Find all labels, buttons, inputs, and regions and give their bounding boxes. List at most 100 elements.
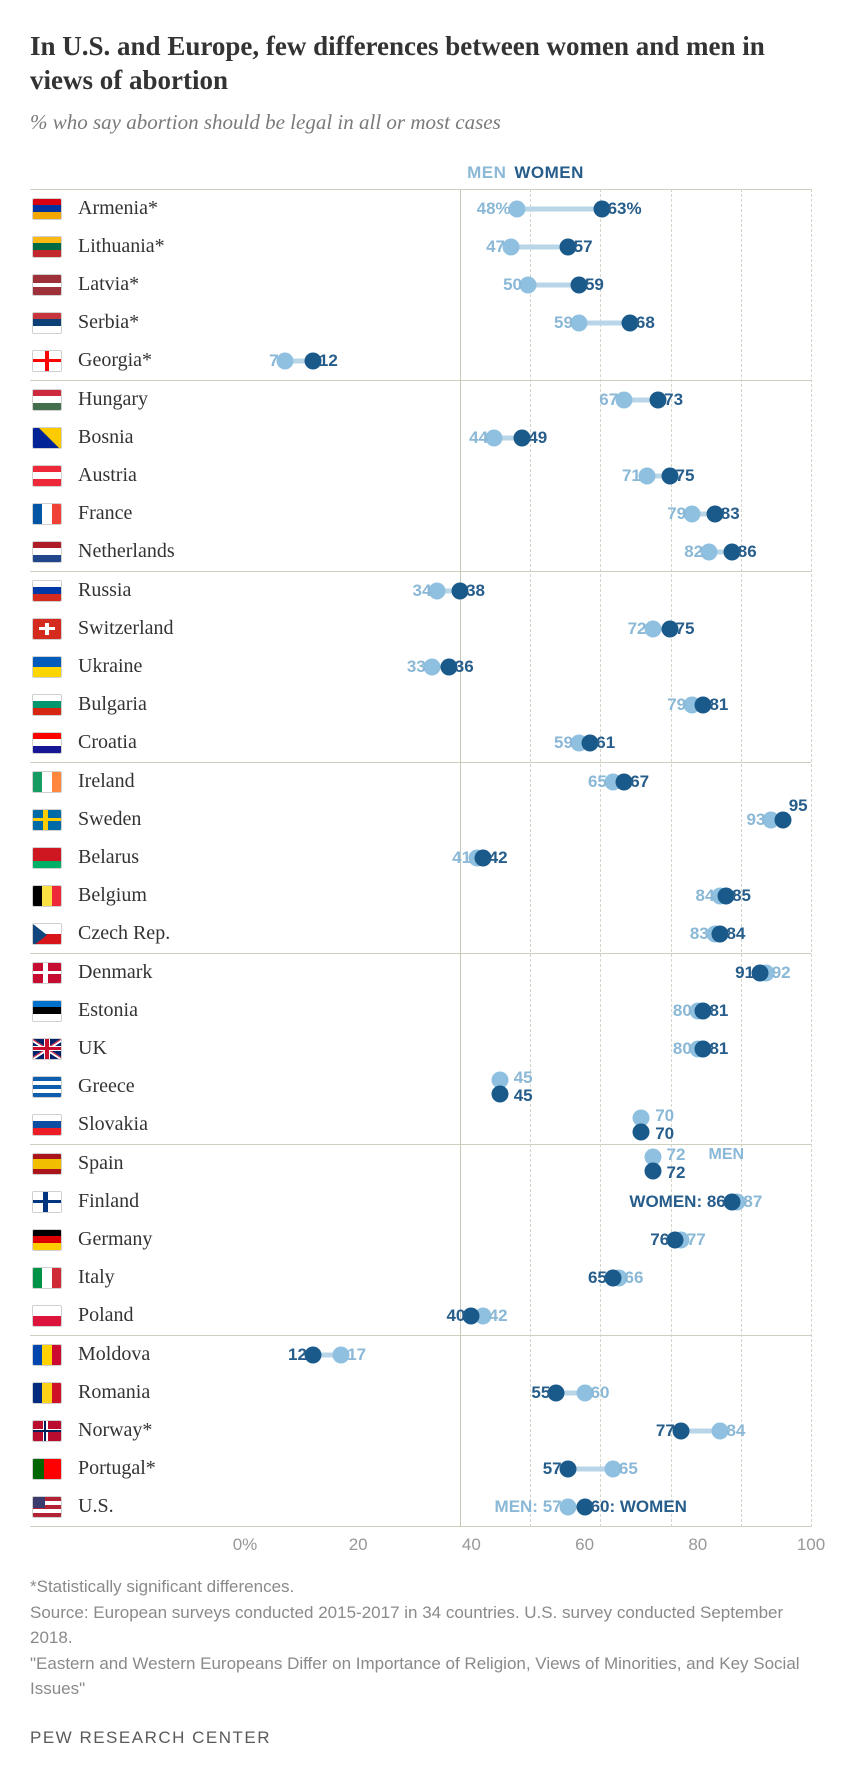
women-value: 83 [715,504,740,524]
flag-icon [32,541,62,563]
connector-bar [517,206,602,211]
chart-group: Moldova1217Romania5560Norway*7784Portuga… [30,1335,811,1527]
chart-row: Greece4545 [30,1068,811,1106]
flag-icon [32,618,62,640]
flag-icon [32,923,62,945]
chart-row: U.S.MEN: 5760: WOMEN [30,1488,811,1526]
footnote-source: Source: European surveys conducted 2015-… [30,1601,811,1650]
flag-icon [32,1229,62,1251]
women-value: 81 [703,1039,728,1059]
chart-row: Norway* 77 84 [30,1412,811,1450]
women-value: 68 [630,313,655,333]
plot-cell: 6566 [245,1259,811,1297]
country-label: Serbia* [78,311,245,334]
chart-row: Austria7175 [30,457,811,495]
women-value: 55 [531,1383,556,1403]
women-value: 84 [720,924,745,944]
legend-men: MEN [467,163,506,183]
men-value: 84 [696,886,721,906]
chart-row: Georgia*712 [30,342,811,380]
flag-icon [32,1496,62,1518]
flag-icon [32,1114,62,1136]
women-value: 81 [703,695,728,715]
chart-row: Germany7677 [30,1221,811,1259]
plot-cell: 5961 [245,724,811,762]
women-value: 75 [670,619,695,639]
chart-row: Ireland6567 [30,763,811,801]
women-value: 36 [449,657,474,677]
flag-icon [32,198,62,220]
flag-icon [32,1420,62,1442]
plot-cell: 4545 [245,1068,811,1106]
women-value: 72 [667,1163,686,1183]
chart-row: Portugal*5765 [30,1450,811,1488]
flag-icon [32,809,62,831]
women-value: 38 [460,581,485,601]
women-value: 67 [624,772,649,792]
country-label: Czech Rep. [78,922,245,945]
footnote-report: "Eastern and Western Europeans Differ on… [30,1652,811,1701]
flag-icon [32,1076,62,1098]
axis-tick: 80 [688,1535,707,1555]
plot-cell: 9395 [245,801,811,839]
country-label: Switzerland [78,617,245,640]
plot-cell: 5059 [245,266,811,304]
chart-group: Russia3438Switzerland7275Ukraine3336Bulg… [30,571,811,762]
women-dot [491,1085,508,1102]
chart-group: Hungary6773Bosnia4449Austria7175France79… [30,380,811,571]
chart-row: Croatia5961 [30,724,811,762]
country-label: Norway* [78,1419,245,1442]
men-value: 72 [667,1145,686,1165]
flag-icon [32,427,62,449]
women-value: 59 [579,275,604,295]
plot-cell: 4142 [245,839,811,877]
plot-cell: 6567 [245,763,811,801]
men-value: 71 [622,466,647,486]
women-value: 85 [726,886,751,906]
women-dot [633,1123,650,1140]
country-label: Latvia* [78,273,245,296]
country-label: Spain [78,1152,245,1175]
plot-cell: 4449 [245,419,811,457]
chart-row: Sweden9395 [30,801,811,839]
men-value: 42 [483,1306,508,1326]
men-value: 93 [746,810,771,830]
country-label: Croatia [78,731,245,754]
men-value: 44 [469,428,494,448]
men-value: 82 [684,542,709,562]
men-value: 60 [585,1383,610,1403]
men-value: 59 [554,313,579,333]
women-value: 65 [588,1268,613,1288]
country-label: Austria [78,464,245,487]
chart-row: Switzerland7275 [30,610,811,648]
country-label: Italy [78,1266,245,1289]
plot-cell: 34 38 [245,572,811,610]
men-value: 92 [766,963,791,983]
plot-cell: 5765 [245,1450,811,1488]
plot-cell: 8286 [245,533,811,571]
women-value: 77 [656,1421,681,1441]
plot-cell: 4757 [245,228,811,266]
country-label: Romania [78,1381,245,1404]
plot-cell: 712 [245,342,811,380]
plot-cell: MEN: 5760: WOMEN [245,1488,811,1526]
flag-icon [32,1038,62,1060]
country-label: Ukraine [78,655,245,678]
country-label: France [78,502,245,525]
chart-row: Belarus4142 [30,839,811,877]
chart-row: Lithuania*4757 [30,228,811,266]
men-value: 67 [599,390,624,410]
country-label: Netherlands [78,540,245,563]
women-value: 12 [288,1345,313,1365]
flag-icon [32,656,62,678]
chart-subtitle: % who say abortion should be legal in al… [30,110,811,135]
plot-cell: 55 60 [245,1374,811,1412]
men-value: 87 [737,1192,762,1212]
plot-cell: 1217 [245,1336,811,1374]
flag-icon [32,962,62,984]
men-value: 84 [720,1421,745,1441]
chart-row: Spain7272MEN [30,1145,811,1183]
chart-row: Estonia8081 [30,992,811,1030]
chart-row: Netherlands8286 [30,533,811,571]
men-value: 34 [413,581,438,601]
